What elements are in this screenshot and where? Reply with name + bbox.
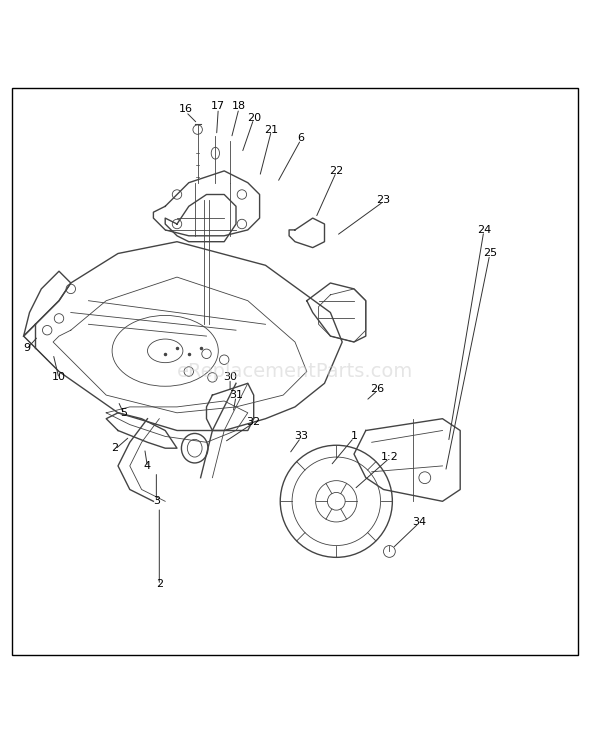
Text: 26: 26 [371,384,385,395]
Text: 6: 6 [297,134,304,143]
Text: 21: 21 [264,125,278,134]
Text: 2: 2 [112,444,119,453]
Text: 23: 23 [376,195,391,205]
Text: 5: 5 [120,408,127,418]
Text: 24: 24 [477,225,491,235]
Text: 9: 9 [23,343,30,353]
Text: 32: 32 [247,417,261,426]
Text: 2: 2 [156,579,163,589]
Text: 17: 17 [211,101,225,111]
Text: 18: 18 [232,101,246,111]
Text: 34: 34 [412,517,426,527]
Text: 30: 30 [223,372,237,383]
Text: 1:2: 1:2 [381,452,398,462]
Text: 4: 4 [144,461,151,471]
Text: 20: 20 [247,113,261,123]
Text: 25: 25 [483,248,497,259]
Text: 16: 16 [179,104,193,114]
Text: 10: 10 [52,372,66,383]
Text: 33: 33 [294,432,308,441]
Text: 31: 31 [229,390,243,400]
Text: 3: 3 [153,496,160,506]
Text: 1: 1 [350,432,358,441]
Text: 22: 22 [329,166,343,176]
Text: eReplacementParts.com: eReplacementParts.com [177,362,413,381]
